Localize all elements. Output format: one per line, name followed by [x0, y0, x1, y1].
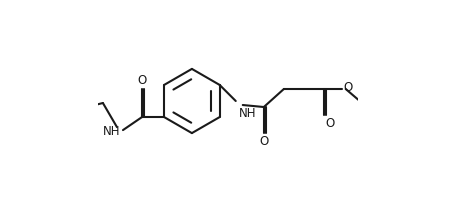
Text: O: O [324, 117, 334, 130]
Text: O: O [137, 74, 147, 87]
Text: NH: NH [102, 125, 120, 138]
Text: NH: NH [238, 107, 256, 120]
Text: O: O [342, 81, 352, 95]
Text: O: O [258, 135, 268, 148]
